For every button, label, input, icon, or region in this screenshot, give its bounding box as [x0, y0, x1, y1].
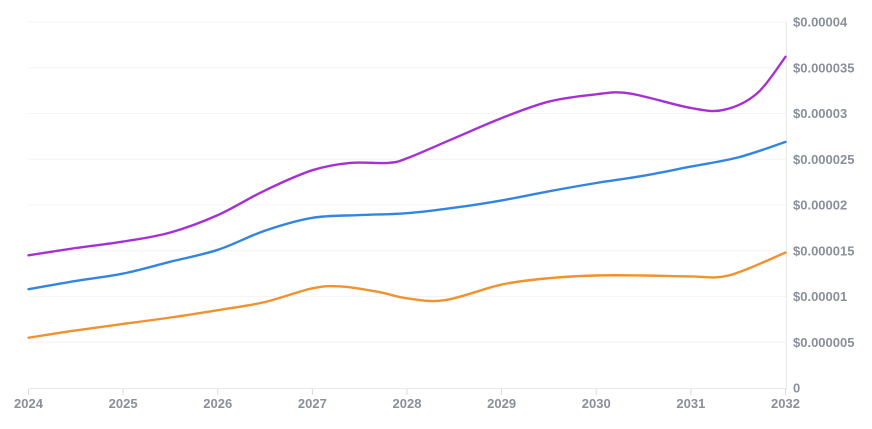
y-axis-tick-label: $0.000025	[793, 152, 854, 167]
x-axis-tick-label: 2028	[393, 396, 422, 411]
y-axis-tick-label: $0.00004	[793, 15, 848, 30]
series-line-blue[interactable]	[27, 140, 787, 291]
y-axis-tick-label: $0.000005	[793, 335, 854, 350]
y-axis-tick-label: $0.000035	[793, 60, 854, 75]
x-axis-tick-label: 2032	[771, 396, 800, 411]
x-axis-tick-label: 2029	[487, 396, 516, 411]
y-axis-tick-label: $0.00003	[793, 106, 847, 121]
x-axis-tick-label: 2027	[298, 396, 327, 411]
x-axis-tick-label: 2024	[14, 396, 44, 411]
x-axis-tick-label: 2031	[676, 396, 705, 411]
y-axis-tick-label: $0.00001	[793, 289, 847, 304]
x-axis-tick-label: 2030	[582, 396, 611, 411]
x-axis-tick-label: 2026	[203, 396, 232, 411]
series-line-purple[interactable]	[27, 55, 787, 257]
x-axis-tick-label: 2025	[109, 396, 138, 411]
y-axis-tick-label: 0	[793, 381, 800, 396]
y-axis-tick-label: $0.000015	[793, 243, 854, 258]
series-line-orange[interactable]	[27, 251, 787, 339]
y-axis-tick-label: $0.00002	[793, 198, 847, 213]
